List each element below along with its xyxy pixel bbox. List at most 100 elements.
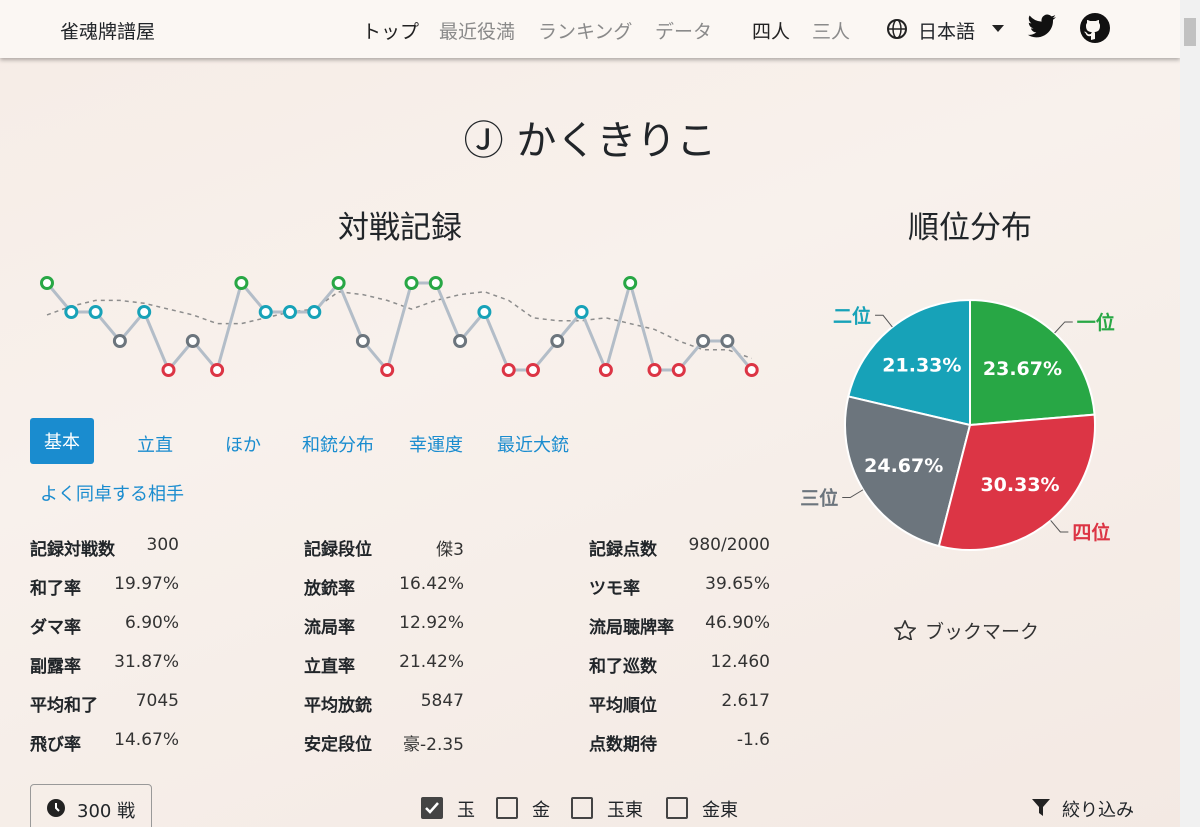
rank-point <box>744 363 759 377</box>
filter-label[interactable]: 玉東 <box>607 800 643 821</box>
mode-link[interactable]: 四人 <box>752 21 791 43</box>
tab[interactable]: 立直 <box>137 435 173 456</box>
rank-point <box>671 363 686 377</box>
filter-button[interactable]: 絞り込み <box>1062 800 1134 821</box>
average-line <box>46 290 752 360</box>
category-label: 四位 <box>1072 521 1110 544</box>
bookmark[interactable]: ブックマーク <box>925 621 1040 643</box>
stat-value: 12.460 <box>710 652 770 672</box>
category-label: 一位 <box>1077 311 1115 334</box>
stat-label: 飛び率 <box>30 735 81 755</box>
tab[interactable]: 和銃分布 <box>302 435 374 456</box>
slice-label: 23.67% <box>983 358 1062 380</box>
filter-label[interactable]: 金東 <box>702 800 738 821</box>
stat-value: 31.87% <box>114 652 179 672</box>
stat-label: 副露率 <box>30 657 81 677</box>
rank-point <box>428 276 443 290</box>
rank-point <box>161 363 176 377</box>
stat-label: 平均和了 <box>30 696 98 716</box>
stat-label: 和了巡数 <box>589 657 657 677</box>
games-button[interactable]: 300 戦 <box>30 784 152 827</box>
rank-point <box>647 363 662 377</box>
rank-point <box>234 276 249 290</box>
mode-link[interactable]: 三人 <box>812 21 851 43</box>
slice-label: 24.67% <box>864 455 943 477</box>
stat-value: 39.65% <box>705 574 770 594</box>
globe-icon <box>887 19 907 39</box>
filter-icon[interactable] <box>1032 799 1050 817</box>
rank-point <box>355 334 370 348</box>
tab[interactable]: ほか <box>225 435 261 456</box>
games-label: 300 戦 <box>77 801 136 822</box>
filter-label[interactable]: 金 <box>532 800 550 821</box>
stat-label: 和了率 <box>30 579 81 599</box>
stat-value: 980/2000 <box>688 535 770 555</box>
rank-point <box>137 305 152 319</box>
stat-label: 流局率 <box>304 618 355 638</box>
tab[interactable]: 基本 <box>30 418 94 464</box>
rank-point <box>331 276 346 290</box>
leader-line <box>842 489 864 499</box>
nav-link[interactable]: データ <box>655 21 713 43</box>
rank-point <box>283 305 297 319</box>
rank-point <box>380 363 395 377</box>
check-mark <box>425 802 439 814</box>
category-label: 三位 <box>800 487 838 510</box>
filter-label[interactable]: 玉 <box>457 800 475 821</box>
rank-point <box>453 334 468 348</box>
leader-line <box>1050 520 1069 533</box>
rank-history-chart <box>40 276 759 377</box>
clock-icon <box>47 799 65 817</box>
rank-line <box>45 277 753 375</box>
stat-label: 平均順位 <box>589 696 657 716</box>
rank-point <box>574 305 589 319</box>
checkbox[interactable] <box>666 797 688 819</box>
rank-pie-chart: 23.67% 一位 21.33% 二位 24.67% 三位 30.33% 四位 <box>800 298 1115 551</box>
star-icon[interactable] <box>894 620 916 640</box>
stat-label: 安定段位 <box>304 735 372 755</box>
checkbox[interactable] <box>496 797 518 819</box>
stat-value: 傑3 <box>436 540 464 560</box>
scrollbar[interactable] <box>1180 0 1200 827</box>
stat-value: 6.90% <box>124 613 179 633</box>
rank-point <box>696 334 711 348</box>
rank-point <box>623 276 638 290</box>
twitter-icon[interactable] <box>1027 14 1057 40</box>
github-icon[interactable] <box>1080 13 1110 43</box>
stat-value: 2.617 <box>721 691 770 711</box>
nav-link[interactable]: ランキング <box>538 21 633 43</box>
stat-label: 平均放銃 <box>304 696 372 716</box>
brand[interactable]: 雀魂牌譜屋 <box>60 21 156 43</box>
nav-link[interactable]: トップ <box>362 21 420 43</box>
rank-point <box>185 334 200 348</box>
rank-point <box>307 305 322 319</box>
language[interactable]: 日本語 <box>918 21 976 43</box>
tab[interactable]: 幸運度 <box>409 435 463 456</box>
stat-label: 記録点数 <box>589 540 657 560</box>
stat-label: 立直率 <box>304 657 355 677</box>
slice-label: 21.33% <box>882 354 961 376</box>
rank-point <box>88 305 103 319</box>
rank-point <box>598 363 613 377</box>
tab[interactable]: よく同卓する相手 <box>40 484 184 505</box>
checkbox[interactable] <box>571 797 593 819</box>
distribution-title: 順位分布 <box>908 210 1032 246</box>
stat-value: 19.97% <box>114 574 179 594</box>
checkbox[interactable] <box>421 797 443 819</box>
tab[interactable]: 最近大銃 <box>497 435 569 456</box>
record-title: 対戦記録 <box>338 210 462 246</box>
nav-link[interactable]: 最近役満 <box>439 21 516 43</box>
stat-value: 12.92% <box>399 613 464 633</box>
stat-label: 記録段位 <box>304 540 372 560</box>
stat-value: -1.6 <box>736 730 770 750</box>
slice-label: 30.33% <box>980 474 1059 496</box>
stat-label: ツモ率 <box>589 579 640 599</box>
leader-line <box>1054 321 1073 334</box>
stat-value: 5847 <box>420 691 464 711</box>
navbar: 雀魂牌譜屋 日本語 トップ 最近役満 ランキング データ 四人 三人 <box>0 0 1180 58</box>
stat-label: 点数期待 <box>589 735 657 755</box>
rank-point <box>720 334 735 348</box>
stat-value: 16.42% <box>399 574 464 594</box>
rank-point <box>64 305 79 319</box>
